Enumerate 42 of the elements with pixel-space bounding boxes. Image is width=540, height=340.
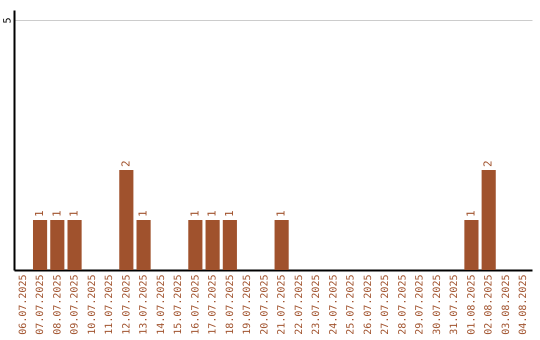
x-tick-label: 22.07.2025 xyxy=(294,274,305,335)
y-tick-label: 5 xyxy=(2,17,14,24)
x-tick-label: 13.07.2025 xyxy=(138,274,150,335)
data-label: 1 xyxy=(136,210,150,217)
data-label: 1 xyxy=(188,210,202,217)
x-tick-label: 24.07.2025 xyxy=(328,274,340,335)
x-tick-label: 28.07.2025 xyxy=(397,274,408,335)
x-tick-label: 15.07.2025 xyxy=(173,274,184,335)
data-label: 2 xyxy=(119,160,132,167)
data-label: 1 xyxy=(50,210,64,217)
x-tick-label: 25.07.2025 xyxy=(346,274,357,335)
x-tick-label: 27.07.2025 xyxy=(380,274,392,335)
x-tick-label: 04.08.2025 xyxy=(518,274,530,335)
data-label: 1 xyxy=(274,210,288,217)
data-label: 1 xyxy=(464,210,478,217)
x-tick-label: 10.07.2025 xyxy=(86,274,98,335)
data-label: 1 xyxy=(33,210,46,217)
x-tick-label: 21.07.2025 xyxy=(276,274,288,335)
data-label: 1 xyxy=(206,210,219,217)
x-tick-label: 23.07.2025 xyxy=(311,274,322,335)
x-tick-label: 08.07.2025 xyxy=(52,274,64,335)
x-tick-label: 29.07.2025 xyxy=(414,274,426,335)
data-label: 1 xyxy=(68,210,81,217)
x-tick-label: 09.07.2025 xyxy=(70,274,81,335)
x-tick-label: 02.08.2025 xyxy=(484,274,495,335)
x-tick-label: 26.07.2025 xyxy=(362,274,374,335)
x-tick-label: 19.07.2025 xyxy=(242,274,254,335)
x-tick-label: 01.08.2025 xyxy=(466,274,478,335)
x-tick-label: 30.07.2025 xyxy=(432,274,443,335)
x-tick-label: 31.07.2025 xyxy=(449,274,460,335)
x-tick-label: 07.07.2025 xyxy=(35,274,46,335)
x-tick-label: 17.07.2025 xyxy=(208,274,219,335)
x-tick-label: 03.08.2025 xyxy=(500,274,512,335)
x-tick-label: 14.07.2025 xyxy=(156,274,167,335)
x-tick-label: 20.07.2025 xyxy=(259,274,270,335)
data-label: 2 xyxy=(482,160,495,167)
x-tick-label: 16.07.2025 xyxy=(190,274,202,335)
x-tick-label: 12.07.2025 xyxy=(121,274,132,335)
x-tick-label: 06.07.2025 xyxy=(18,274,29,335)
data-label: 1 xyxy=(222,210,236,217)
x-tick-label: 18.07.2025 xyxy=(224,274,236,335)
x-tick-label: 11.07.2025 xyxy=(104,274,116,335)
